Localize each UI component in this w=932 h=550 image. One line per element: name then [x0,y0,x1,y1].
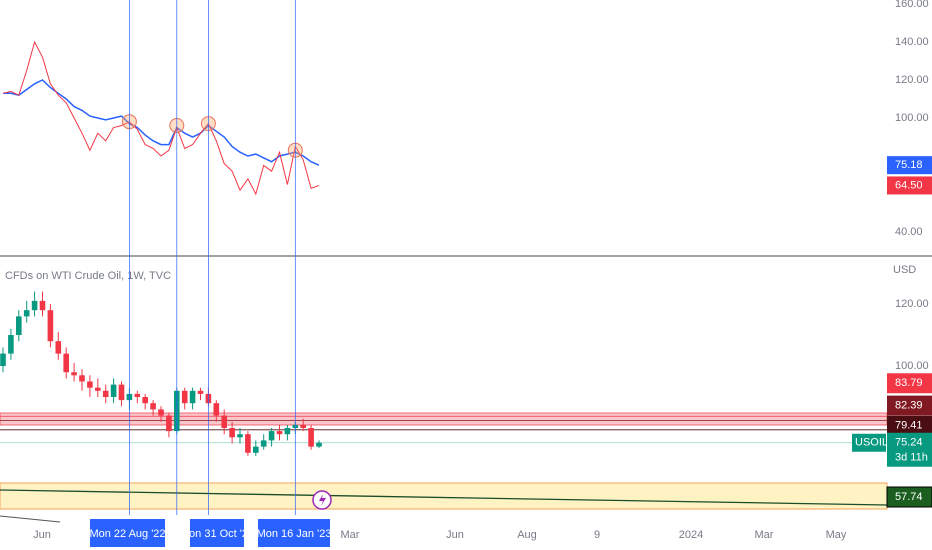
candle-body [158,409,164,416]
candle-body [221,415,227,428]
x-tick-label: May [826,529,847,541]
price-tag [887,395,932,416]
symbol-tag [852,433,886,452]
price-tag-label: 83.79 [895,377,923,389]
price-tag-label: 57.74 [895,491,923,503]
candle-body [197,390,204,394]
x-tick-label: Jun [446,529,464,541]
price-tag-label: 75.24 [895,437,923,449]
trend-line [0,489,888,506]
candle-body [142,397,148,404]
y-tick-label: 160.00 [895,0,929,10]
candle-body [300,424,306,428]
trend-line [0,515,61,523]
price-tag-label: 79.41 [895,420,923,432]
candle-body [268,431,275,441]
price-tag-label: 82.39 [895,399,923,411]
candle-body [102,390,109,397]
price-tag-label: 75.18 [895,159,923,171]
candle-body [245,434,251,453]
candle-body [166,415,172,432]
resistance-zone [0,412,888,426]
candle-body [213,403,220,416]
symbol-label: USOIL [855,437,888,449]
candle-body [118,384,125,401]
y-tick-label: 120.00 [895,298,929,310]
candle-body [47,310,54,342]
candle-body [55,341,62,354]
candle-body [229,428,235,438]
candle-body [260,440,267,447]
x-tick-label: 9 [594,529,600,541]
candle-body [181,390,188,404]
candle-body [8,335,14,354]
candle-body [39,300,46,311]
price-tag [887,432,932,467]
y-tick-label: 140.00 [895,36,929,48]
candle-body [308,428,314,447]
candle-body [150,403,156,410]
candle-body [23,310,30,317]
date-highlight-label: Mon 16 Jan '23 [257,528,332,540]
event-icon-bolt [319,494,326,506]
legend: CFDs on WTI Crude Oil, 1W, TVC [5,270,171,282]
candle-body [16,316,22,335]
price-tag [887,373,932,394]
price-tag [887,156,932,175]
countdown: 3d 11h [895,452,928,464]
candle-body [79,375,85,382]
candle-body [31,300,38,311]
date-highlight-label: Mon 22 Aug '22 [89,528,165,540]
y-tick-label: 40.00 [895,226,923,238]
candle-body [63,353,69,373]
price-tag [887,415,932,436]
support-zone [0,482,888,510]
candle-body [95,387,101,391]
date-highlight [190,519,244,547]
price-tag [886,486,932,508]
x-tick-label: Mar [755,529,774,541]
candle-body [284,428,291,435]
candle-body [71,372,77,376]
price-tag [887,176,932,195]
candle-body [316,442,322,447]
axis-unit: USD [893,264,916,276]
y-tick-label: 100.00 [895,360,929,372]
date-highlight-label: Mon 31 Oct '22 [180,528,254,540]
candle-body [237,434,243,438]
date-highlight [258,519,330,547]
y-tick-label: 120.00 [895,74,929,86]
candle-body [189,390,196,404]
candle-body [253,446,259,453]
x-tick-label: Mar [341,529,360,541]
y-tick-label: 100.00 [895,112,929,124]
candle-body [87,381,93,388]
price-tag-label: 64.50 [895,179,923,191]
date-highlight [90,519,165,547]
x-tick-label: Jun [33,529,51,541]
x-tick-label: 2024 [679,529,703,541]
x-tick-label: Aug [517,529,537,541]
candle-body [134,393,141,397]
line-series [2,40,320,196]
candle-body [0,353,6,366]
candle-body [110,384,117,397]
candle-body [276,431,283,435]
